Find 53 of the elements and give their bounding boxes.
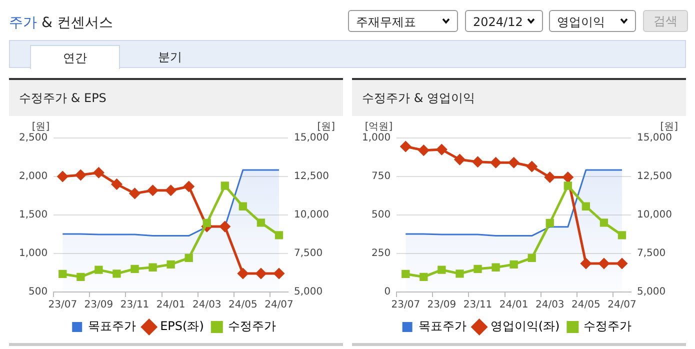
y-axis-title: [억원] <box>364 122 393 133</box>
y2-tick-label: 12,500 <box>637 171 672 182</box>
y2-tick-label: 10,000 <box>294 210 330 221</box>
y2-tick-label: 5,000 <box>294 286 323 298</box>
y-tick-label: 500 <box>28 286 48 298</box>
legend-label: 목표주가 <box>418 319 466 334</box>
x-tick-label: 24/07 <box>264 300 294 311</box>
x-tick-label: 24/03 <box>535 300 564 311</box>
y-tick-label: 250 <box>372 248 391 260</box>
y2-tick-label: 10,000 <box>637 210 672 221</box>
y2-tick-label: 7,500 <box>637 248 666 260</box>
y2-axis-title: [원] <box>317 122 336 133</box>
x-tick-label: 23/11 <box>120 300 150 311</box>
y-tick-label: 1,500 <box>18 210 48 221</box>
legend-label: 수정주가 <box>228 319 276 334</box>
y2-tick-label: 15,000 <box>637 132 672 144</box>
x-tick-label: 23/09 <box>84 300 114 311</box>
legend-label: 수정주가 <box>584 319 632 334</box>
chart-title: 수정주가 & EPS <box>9 80 343 116</box>
y-tick-label: 2,000 <box>18 171 48 182</box>
y2-tick-label: 7,500 <box>294 248 323 260</box>
x-tick-label: 24/01 <box>156 300 186 311</box>
y-tick-label: 750 <box>372 171 391 182</box>
x-tick-label: 24/05 <box>228 300 258 311</box>
y2-axis-title: [원] <box>660 122 678 133</box>
x-tick-label: 23/11 <box>463 300 492 311</box>
text: 주가 & 컨센서스 <box>9 14 113 32</box>
y-axis-title: [원] <box>32 122 50 133</box>
legend-label: 영업이익(좌) <box>490 319 560 334</box>
x-tick-label: 23/09 <box>427 300 456 311</box>
x-tick-label: 24/01 <box>499 300 528 311</box>
x-tick-label: 23/07 <box>391 300 420 311</box>
y-tick-label: 500 <box>372 210 391 221</box>
y-tick-label: 2,500 <box>18 132 48 144</box>
x-tick-label: 23/07 <box>48 300 78 311</box>
text: 연간 <box>30 45 120 69</box>
legend-label: EPS(좌) <box>160 319 204 334</box>
x-tick-label: 24/07 <box>608 300 636 311</box>
x-tick-label: 24/03 <box>192 300 222 311</box>
chart-title: 수정주가 & 영업이익 <box>352 80 686 116</box>
text: 검색 <box>643 10 688 32</box>
text: 2024/12 <box>465 10 543 32</box>
y2-tick-label: 5,000 <box>637 286 666 298</box>
y-tick-label: 0 <box>384 286 391 298</box>
y2-tick-label: 15,000 <box>294 132 330 144</box>
legend-label: 목표주가 <box>88 319 136 334</box>
x-tick-label: 24/05 <box>572 300 600 311</box>
text: 주재무제표 <box>348 10 458 32</box>
y2-tick-label: 12,500 <box>294 171 330 182</box>
text: 분기 <box>157 49 183 66</box>
y-tick-label: 1,000 <box>362 132 391 144</box>
y-tick-label: 1,000 <box>18 248 48 260</box>
text: 영업이익 <box>549 10 636 32</box>
